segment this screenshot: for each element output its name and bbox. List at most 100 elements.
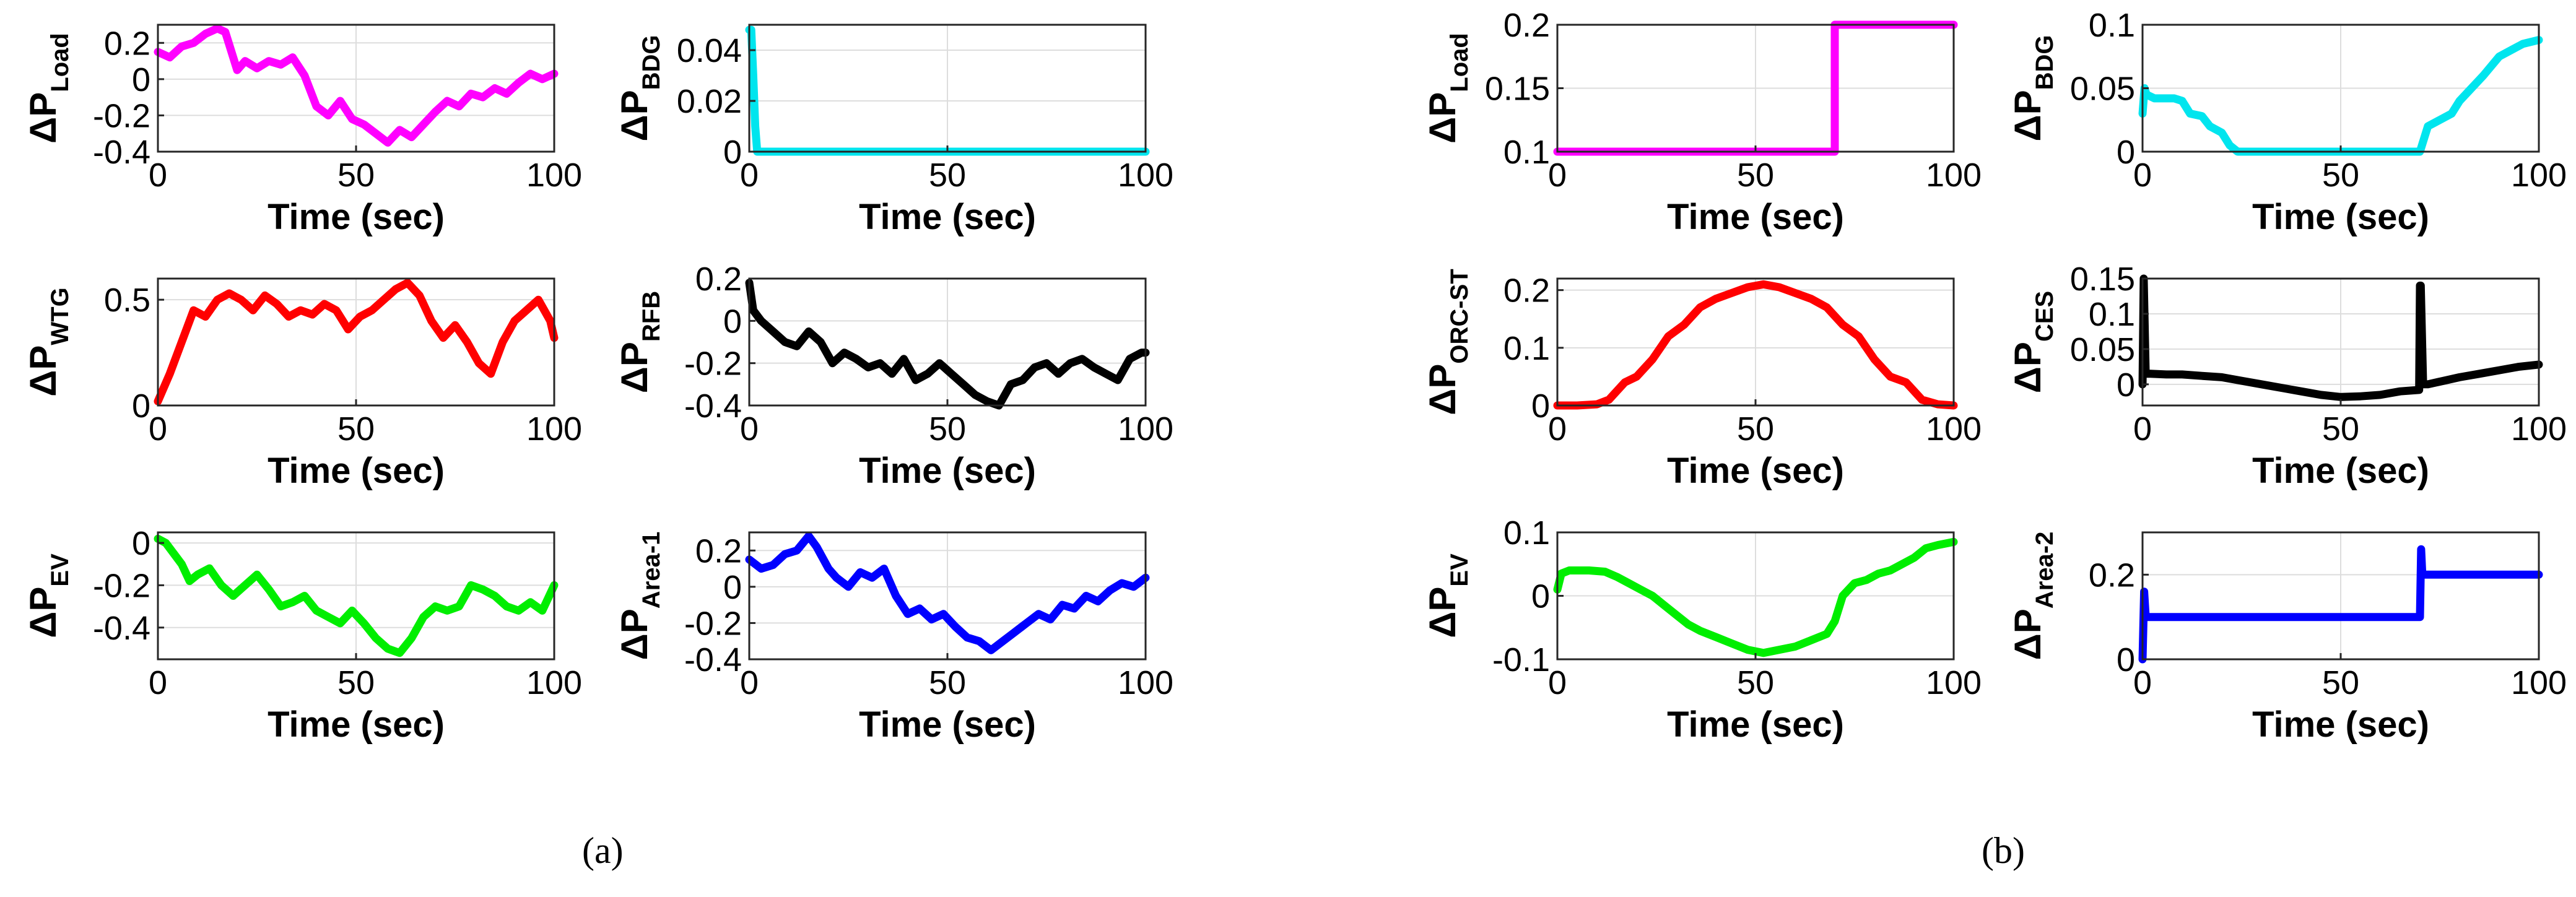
y-tick-label: -0.4: [93, 610, 150, 647]
series-line: [745, 532, 1150, 654]
y-axis-label: ΔPEV: [1422, 553, 1473, 638]
y-tick-label: -0.1: [1492, 641, 1550, 678]
x-tick-label: 0: [149, 664, 167, 701]
x-axis-label: Time (sec): [859, 451, 1036, 491]
y-tick-label: 0: [2117, 641, 2135, 678]
chart-a2: 0 50 100 0.04 0.02 0 Time (sec) ΔPBDG: [614, 24, 1173, 237]
y-axis-label: ΔPBDG: [2007, 35, 2058, 141]
y-axis-label-sub: BDG: [2031, 35, 2058, 90]
y-axis-label: ΔPLoad: [22, 33, 74, 144]
x-tick-label: 50: [337, 157, 375, 194]
x-tick-label: 100: [2511, 664, 2567, 701]
x-tick-label: 100: [1118, 664, 1173, 701]
y-tick-label: 0.2: [1503, 7, 1550, 44]
y-tick-label: 0.04: [677, 32, 742, 69]
y-tick-label: 0.05: [2070, 331, 2135, 368]
y-tick-label: -0.2: [93, 567, 150, 604]
x-tick-label: 100: [1118, 157, 1173, 194]
y-axis-label-sub: Area-2: [2031, 532, 2058, 609]
x-axis-label: Time (sec): [2252, 704, 2429, 745]
y-axis-label-sub: WTG: [46, 287, 74, 345]
y-tick-label: 0.05: [2070, 71, 2135, 108]
y-tick-label: 0: [723, 134, 742, 171]
y-tick-label: 0: [132, 388, 150, 425]
y-axis-label-main: ΔP: [22, 587, 64, 638]
y-axis-label-main: ΔP: [2007, 609, 2048, 660]
y-tick-label: -0.4: [93, 134, 150, 171]
x-tick-label: 50: [2322, 157, 2359, 194]
x-axis-label: Time (sec): [1667, 197, 1844, 237]
y-tick-label: 0.1: [2089, 7, 2135, 44]
series-line: [154, 24, 559, 147]
x-tick-label: 0: [2133, 157, 2152, 194]
x-tick-label: 50: [1737, 410, 1774, 448]
x-tick-label: 0: [149, 410, 167, 448]
x-tick-label: 50: [2322, 410, 2359, 448]
y-tick-label: 0.5: [104, 282, 150, 319]
y-axis-label-sub: Load: [1446, 33, 1473, 92]
y-tick-label: 0: [132, 61, 150, 98]
x-axis-label: Time (sec): [268, 451, 445, 491]
y-tick-label: 0: [2117, 366, 2135, 404]
chart-a5: 0 50 100 0 -0.2 -0.4 Time (sec) ΔPEV: [22, 525, 582, 745]
x-tick-label: 50: [1737, 157, 1774, 194]
x-tick-label: 50: [337, 410, 375, 448]
y-tick-label: 0: [1531, 388, 1550, 425]
y-tick-label: 0.2: [695, 532, 742, 570]
series-line: [745, 279, 1150, 410]
y-tick-label: 0: [132, 525, 150, 562]
series-line: [154, 279, 559, 405]
y-tick-label: 0.2: [104, 25, 150, 62]
y-axis-label-main: ΔP: [614, 609, 655, 660]
y-axis-label-sub: BDG: [638, 35, 665, 90]
chart-b6: 0 50 100 0.2 0 Time (sec) ΔPArea-2: [2007, 531, 2567, 745]
y-axis-label-main: ΔP: [614, 342, 655, 393]
series-line: [154, 534, 559, 657]
x-tick-label: 50: [2322, 664, 2359, 701]
x-axis-label: Time (sec): [2252, 451, 2429, 491]
chart-b1: 0 50 100 0.2 0.15 0.1 Time (sec) ΔPLoad: [1422, 7, 1982, 237]
x-tick-label: 50: [929, 664, 966, 701]
y-axis-label-main: ΔP: [2007, 342, 2048, 393]
y-tick-label: 0.15: [2070, 261, 2135, 298]
chart-b2: 0 50 100 0.1 0.05 0 Time (sec) ΔPBDG: [2007, 7, 2567, 237]
y-axis-label-main: ΔP: [1422, 364, 1463, 415]
y-axis-label-main: ΔP: [22, 92, 64, 144]
x-tick-label: 0: [740, 410, 759, 448]
chart-a4: 0 50 100 0.2 0 -0.2 -0.4 Time (sec) ΔPRFB: [614, 261, 1173, 491]
x-axis-label: Time (sec): [1667, 451, 1844, 491]
x-axis-label: Time (sec): [2252, 197, 2429, 237]
panel-label-a: (a): [582, 830, 624, 871]
x-tick-label: 100: [526, 157, 582, 194]
y-axis-label: ΔPWTG: [22, 287, 74, 396]
x-tick-label: 100: [1926, 410, 1982, 448]
x-tick-label: 100: [1118, 410, 1173, 448]
series-line: [2138, 274, 2543, 401]
y-axis-label: ΔPEV: [22, 553, 74, 638]
y-tick-label: 0: [2117, 134, 2135, 171]
y-tick-label: 0.15: [1485, 71, 1550, 108]
y-axis-label: ΔPArea-2: [2007, 532, 2058, 661]
chart-a3: 0 50 100 0.5 0 Time (sec) ΔPWTG: [22, 277, 582, 491]
x-tick-label: 0: [1548, 664, 1567, 701]
series-line: [1553, 280, 1958, 410]
series-line: [1553, 537, 1958, 657]
panel-label-b: (b): [1982, 830, 2025, 871]
y-axis-label-sub: EV: [1446, 553, 1473, 587]
x-tick-label: 100: [1926, 664, 1982, 701]
y-tick-label: -0.2: [684, 345, 742, 383]
y-axis-label: ΔPCES: [2007, 291, 2058, 393]
x-axis-label: Time (sec): [268, 197, 445, 237]
y-tick-label: -0.4: [684, 388, 742, 425]
x-tick-label: 50: [1737, 664, 1774, 701]
y-axis-label-main: ΔP: [614, 90, 655, 141]
y-axis-label-sub: Load: [46, 33, 74, 92]
y-axis-label: ΔPArea-1: [614, 532, 665, 661]
y-tick-label: -0.4: [684, 641, 742, 678]
x-tick-label: 100: [2511, 410, 2567, 448]
